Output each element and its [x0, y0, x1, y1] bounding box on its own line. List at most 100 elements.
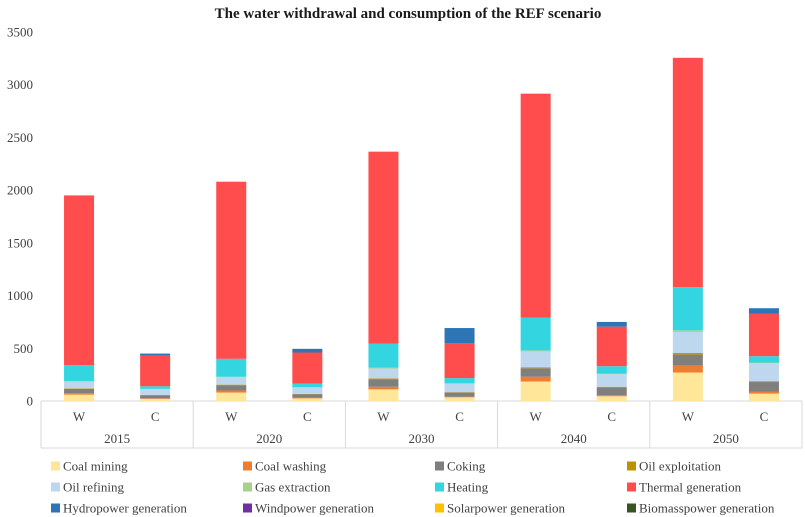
bar-segment [292, 398, 323, 401]
bar-segment [520, 376, 551, 382]
legend-label: Coal washing [255, 459, 327, 474]
legend-label: Oil exploitation [639, 459, 721, 474]
legend-swatch [243, 503, 252, 513]
bar-segment [748, 381, 779, 383]
bar-segment [64, 388, 95, 394]
bar-segment [520, 381, 551, 401]
x-category-label: C [151, 409, 160, 424]
legend-label: Gas extraction [255, 480, 331, 495]
bar-segment [672, 287, 703, 331]
y-tick-label: 2500 [7, 130, 33, 145]
bar-segment [64, 388, 95, 389]
bar-segment [292, 394, 323, 398]
y-tick-label: 1500 [7, 235, 33, 250]
x-category-label: C [760, 409, 769, 424]
bar-segment [596, 386, 627, 388]
x-category-label: W [73, 409, 86, 424]
bar-segment [140, 353, 171, 356]
y-tick-label: 0 [27, 394, 34, 409]
bar-segment [444, 383, 475, 393]
bar-segment [216, 377, 247, 385]
x-group-label: 2050 [713, 431, 739, 446]
bar-segment [748, 308, 779, 314]
bar-segment [216, 181, 247, 359]
legend: Coal mining Coal washing Coking Oil exploit… [51, 459, 775, 516]
bar-segment [292, 348, 323, 353]
x-group-label: 2030 [409, 431, 435, 446]
y-tick-label: 3000 [7, 77, 33, 92]
bar-segment [140, 386, 171, 389]
x-category-label: C [303, 409, 312, 424]
bar-segment [216, 392, 247, 401]
bar-segment [368, 389, 399, 401]
legend-label: Coking [447, 459, 486, 474]
bar-segment [140, 395, 171, 399]
bar-segment [748, 356, 779, 363]
y-tick-label: 1000 [7, 288, 33, 303]
legend-swatch [51, 482, 60, 492]
y-axis: 0 500 1000 1500 2000 2500 3000 3500 [7, 25, 33, 409]
legend-swatch [435, 461, 444, 471]
bar-segment [596, 395, 627, 397]
bar-segment [292, 387, 323, 394]
x-category-label: W [377, 409, 390, 424]
bar-segment [520, 367, 551, 369]
bar-segment [672, 331, 703, 354]
bar-segment [368, 386, 399, 390]
x-category-label: C [607, 409, 616, 424]
bar-segment [444, 396, 475, 398]
bar-segment [748, 393, 779, 401]
bar-segment [216, 384, 247, 386]
bar-segment [748, 362, 779, 364]
bar-segment [748, 391, 779, 394]
bar-segment [596, 387, 627, 396]
legend-swatch [51, 461, 60, 471]
legend-label: Oil refining [63, 480, 125, 495]
bar-segment [216, 376, 247, 378]
y-tick-label: 3500 [7, 25, 33, 40]
bar-segment [596, 396, 627, 401]
x-category-label: W [530, 409, 543, 424]
bar-segment [368, 368, 399, 379]
legend-label: Hydropower generation [63, 501, 187, 516]
bar-segment [672, 365, 703, 373]
legend-swatch [627, 482, 636, 492]
bar-segment [520, 368, 551, 377]
legend-label: Windpower generation [255, 501, 374, 516]
chart-title: The water withdrawal and consumption of … [215, 6, 602, 22]
bar-segment [672, 57, 703, 288]
x-axis: W C W C W C W C W C 2015 2020 2030 2040 2050 [40, 400, 803, 449]
bar-segment [216, 390, 247, 393]
legend-swatch [435, 482, 444, 492]
bar-segment [292, 397, 323, 399]
bar-segment [672, 354, 703, 366]
bar-segment [596, 366, 627, 374]
bar-segment [672, 353, 703, 355]
bar-segment [520, 350, 551, 352]
legend-swatch [627, 503, 636, 513]
legend-swatch [243, 461, 252, 471]
legend-label: Biomasspower generation [639, 501, 775, 516]
legend-label: Heating [447, 480, 489, 495]
bar-segment [520, 351, 551, 368]
bar-segment [520, 93, 551, 318]
legend-swatch [435, 503, 444, 513]
bar-segment [64, 394, 95, 401]
x-category-label: W [682, 409, 695, 424]
legend-swatch [627, 461, 636, 471]
bar-segment [292, 383, 323, 388]
x-category-label: W [225, 409, 238, 424]
bar-segment [748, 313, 779, 357]
bar-segment [64, 380, 95, 382]
bar-segment [368, 367, 399, 369]
bar-segment [64, 381, 95, 389]
bar-segment [444, 378, 475, 384]
bar-segment [368, 151, 399, 344]
x-category-label: C [455, 409, 464, 424]
bar-segment [140, 355, 171, 387]
bar-segment [444, 343, 475, 379]
bar-segment [596, 373, 627, 375]
bar-segment [444, 328, 475, 344]
bar-segment [140, 389, 171, 395]
